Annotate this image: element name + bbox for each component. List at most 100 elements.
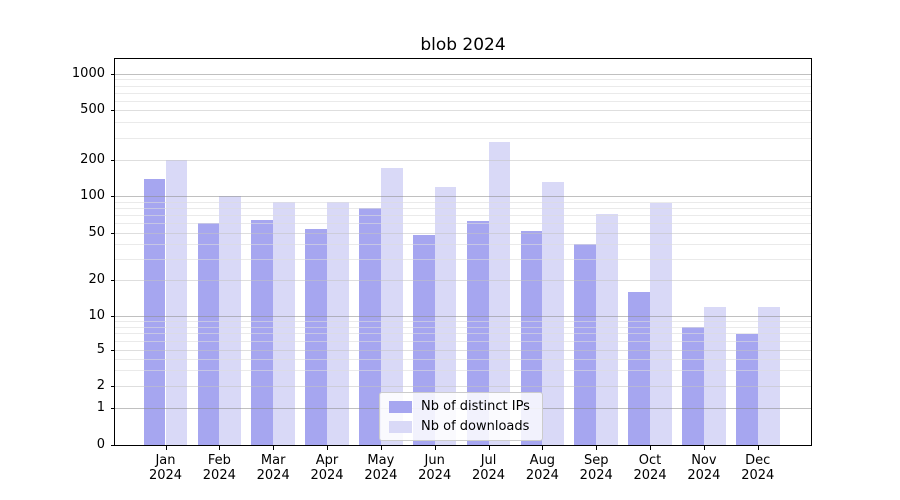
x-tick-label: Oct 2024 xyxy=(633,453,667,483)
x-tick-mark xyxy=(703,446,705,450)
x-tick-label: Jun 2024 xyxy=(418,453,452,483)
x-tick-label: Apr 2024 xyxy=(310,453,344,483)
major-gridline xyxy=(115,110,811,111)
y-tick-label: 500 xyxy=(80,102,105,117)
major-gridline xyxy=(115,233,811,234)
bar-downloads-mar xyxy=(273,201,295,445)
minor-gridline xyxy=(115,137,811,139)
minor-gridline xyxy=(115,79,811,81)
y-tick-label: 100 xyxy=(80,188,105,203)
major-gridline xyxy=(115,196,811,197)
y-tick-mark xyxy=(111,445,115,446)
y-tick-label: 50 xyxy=(88,225,105,240)
x-tick-mark xyxy=(596,446,598,450)
bar-ips-sep xyxy=(574,244,597,445)
minor-gridline xyxy=(115,85,811,87)
minor-gridline xyxy=(115,326,811,328)
x-tick-label: Feb 2024 xyxy=(202,453,236,483)
minor-gridline xyxy=(115,201,811,203)
legend-label-distinct-ips: Nb of distinct IPs xyxy=(421,399,530,414)
x-tick-mark xyxy=(273,446,275,450)
y-tick-mark xyxy=(111,280,115,281)
x-tick-label: Mar 2024 xyxy=(256,453,290,483)
bar-downloads-jan xyxy=(165,160,188,445)
y-tick-label: 0 xyxy=(96,437,105,452)
y-tick-mark xyxy=(111,386,115,387)
major-gridline xyxy=(115,74,811,75)
bar-downloads-sep xyxy=(596,213,619,445)
x-tick-label: Jan 2024 xyxy=(148,453,183,483)
bar-ips-mar xyxy=(251,219,274,445)
minor-gridline xyxy=(115,92,811,94)
x-tick-label: Nov 2024 xyxy=(687,453,721,483)
major-gridline xyxy=(115,160,811,161)
y-tick-label: 10 xyxy=(88,308,105,323)
x-tick-label: Aug 2024 xyxy=(525,453,559,483)
x-tick-label: Jul 2024 xyxy=(471,453,506,483)
y-tick-label: 20 xyxy=(88,272,105,287)
x-tick-mark xyxy=(542,446,544,450)
major-gridline xyxy=(115,386,811,387)
y-tick-label: 200 xyxy=(80,152,105,167)
y-tick-mark xyxy=(111,316,115,317)
grid-layer xyxy=(115,59,811,445)
bar-downloads-oct xyxy=(650,202,672,445)
bar-ips-aug xyxy=(520,230,543,445)
x-tick-label: Sep 2024 xyxy=(579,453,613,483)
minor-gridline xyxy=(115,358,811,360)
chart-title: blob 2024 xyxy=(420,35,506,55)
legend-swatch-downloads xyxy=(389,420,412,433)
bar-downloads-jun xyxy=(434,186,457,445)
bar-ips-oct xyxy=(628,291,651,445)
minor-gridline xyxy=(115,122,811,124)
x-tick-mark xyxy=(434,446,436,450)
legend-item-distinct-ips: Nb of distinct IPs xyxy=(389,399,530,414)
minor-gridline xyxy=(115,341,811,343)
bar-ips-apr xyxy=(305,228,328,445)
bar-downloads-aug xyxy=(542,182,565,445)
y-tick-mark xyxy=(111,408,115,409)
y-tick-label: 1 xyxy=(96,400,105,415)
bar-ips-nov xyxy=(682,326,704,445)
y-tick-mark xyxy=(111,196,115,197)
bar-downloads-apr xyxy=(327,201,349,445)
legend-item-downloads: Nb of downloads xyxy=(389,419,530,434)
y-tick-label: 1000 xyxy=(71,66,105,81)
minor-gridline xyxy=(115,321,811,323)
minor-gridline xyxy=(115,207,811,209)
legend: Nb of distinct IPs Nb of downloads xyxy=(379,392,543,441)
bar-downloads-may xyxy=(380,168,403,445)
bar-ips-jul xyxy=(466,220,489,445)
bar-downloads-jul xyxy=(488,141,511,445)
y-tick-label: 2 xyxy=(96,378,105,393)
major-gridline xyxy=(115,280,811,281)
y-tick-mark xyxy=(111,110,115,111)
x-tick-mark xyxy=(650,446,652,450)
x-tick-mark xyxy=(757,446,759,450)
minor-gridline xyxy=(115,259,811,261)
x-tick-mark xyxy=(488,446,490,450)
minor-gridline xyxy=(115,215,811,217)
major-gridline xyxy=(115,350,811,351)
legend-swatch-distinct-ips xyxy=(389,400,412,413)
y-tick-mark xyxy=(111,350,115,351)
y-tick-mark xyxy=(111,74,115,75)
y-tick-mark xyxy=(111,233,115,234)
bar-downloads-feb xyxy=(219,196,242,445)
major-gridline xyxy=(115,316,811,317)
minor-gridline xyxy=(115,333,811,335)
minor-gridline xyxy=(115,100,811,102)
bar-ips-may xyxy=(359,207,381,445)
legend-label-downloads: Nb of downloads xyxy=(421,419,530,434)
minor-gridline xyxy=(115,223,811,225)
x-tick-mark xyxy=(380,446,382,450)
y-tick-mark xyxy=(111,160,115,161)
bar-ips-dec xyxy=(735,333,758,445)
x-tick-mark xyxy=(219,446,221,450)
x-tick-label: May 2024 xyxy=(364,453,398,483)
x-tick-mark xyxy=(165,446,167,450)
plot-area xyxy=(114,58,812,446)
y-tick-label: 5 xyxy=(96,342,105,357)
x-tick-mark xyxy=(327,446,329,450)
